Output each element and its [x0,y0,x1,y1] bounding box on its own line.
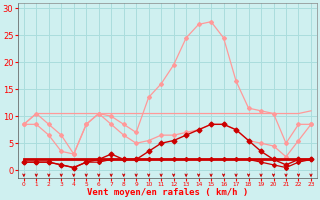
X-axis label: Vent moyen/en rafales ( km/h ): Vent moyen/en rafales ( km/h ) [87,188,248,197]
